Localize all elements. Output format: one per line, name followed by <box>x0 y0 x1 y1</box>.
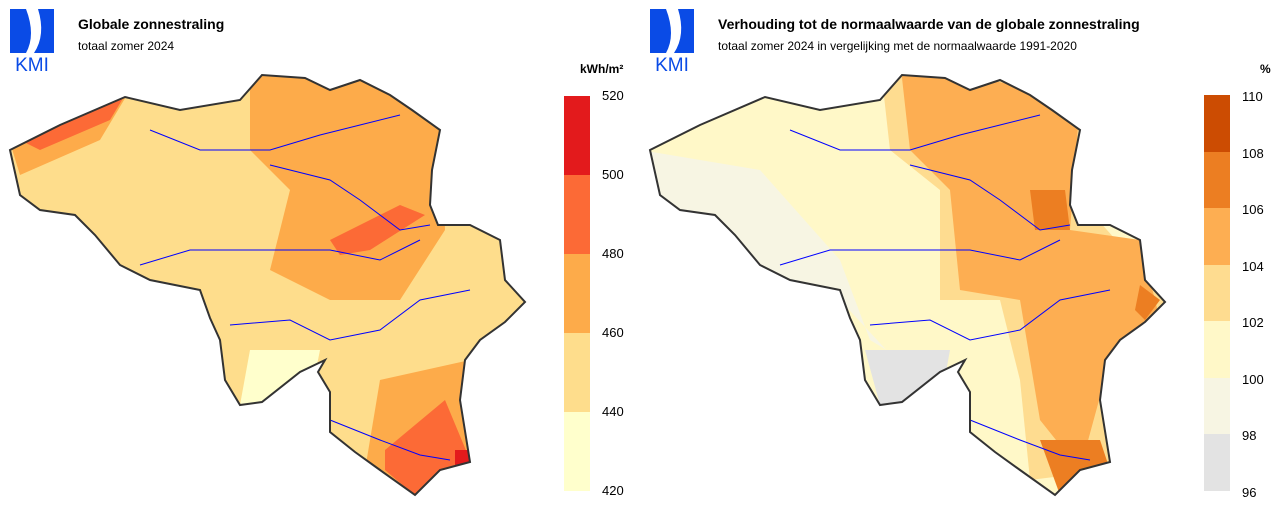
legend-label: 108 <box>1242 146 1264 161</box>
legend: 520 500 480 460 440 420 <box>564 88 624 498</box>
map-title: Verhouding tot de normaalwaarde van de g… <box>718 16 1140 32</box>
kmi-logo: KMI <box>10 9 54 73</box>
legend-label: 480 <box>602 246 624 261</box>
legend-swatch <box>564 333 590 412</box>
legend-label: 500 <box>602 167 624 182</box>
zone-480-500-center <box>330 205 425 255</box>
legend-swatch <box>1204 321 1230 378</box>
map-subtitle: totaal zomer 2024 in vergelijking met de… <box>718 39 1077 53</box>
legend-label: 110 <box>1242 89 1263 104</box>
legend-label: 104 <box>1242 259 1264 274</box>
map-title: Globale zonnestraling <box>78 16 225 32</box>
legend-label: 98 <box>1242 428 1257 443</box>
legend-swatch <box>1204 208 1230 265</box>
panel-radiation-total: KMI Globale zonnestraling totaal zomer 2… <box>9 9 624 498</box>
kmi-logo: KMI <box>650 9 694 73</box>
legend-label: 106 <box>1242 202 1264 217</box>
belgium-ratio-map <box>649 74 1166 496</box>
legend-swatch <box>564 412 590 491</box>
legend-label: 96 <box>1242 485 1257 500</box>
svg-text:KMI: KMI <box>655 55 689 73</box>
legend-unit: kWh/m² <box>580 62 624 76</box>
legend-label: 440 <box>602 404 624 419</box>
legend-swatch <box>1204 95 1230 152</box>
zone-106-108-east <box>1135 285 1160 320</box>
map-subtitle: totaal zomer 2024 <box>78 39 175 53</box>
legend-label: 102 <box>1242 315 1264 330</box>
legend-unit: % <box>1260 62 1271 76</box>
svg-text:KMI: KMI <box>15 55 49 73</box>
zone-106-108 <box>1030 190 1070 230</box>
legend-label: 420 <box>602 483 624 498</box>
legend-swatch <box>1204 152 1230 208</box>
rivers <box>139 114 471 461</box>
rivers <box>779 114 1111 461</box>
legend-swatch <box>564 254 590 333</box>
legend-label: 460 <box>602 325 624 340</box>
zone-460-480 <box>250 75 445 300</box>
legend-label: 520 <box>602 88 624 103</box>
legend: 110 108 106 104 102 100 98 96 <box>1204 89 1264 500</box>
panel-radiation-ratio: KMI Verhouding tot de normaalwaarde van … <box>640 0 1280 507</box>
legend-swatch <box>1204 434 1230 491</box>
legend-swatch <box>1204 378 1230 434</box>
legend-swatch <box>564 96 590 175</box>
legend-label: 100 <box>1242 372 1264 387</box>
legend-swatch <box>564 175 590 254</box>
zone-420-440 <box>240 350 320 405</box>
belgium-radiation-map <box>9 74 526 496</box>
zone-104-106 <box>900 75 1160 470</box>
legend-swatch <box>1204 265 1230 321</box>
